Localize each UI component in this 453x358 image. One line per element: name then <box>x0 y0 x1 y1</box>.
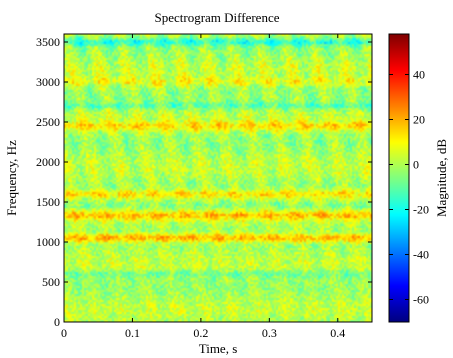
colorbar-tick-label: -60 <box>413 293 429 307</box>
x-tick-label: 0.1 <box>125 326 140 340</box>
y-tick-label: 1500 <box>36 195 60 209</box>
spectrogram-heatmap <box>64 34 372 322</box>
colorbar: 40 20 0 -20 -40 -60 <box>388 33 429 323</box>
plot-area <box>63 33 373 323</box>
x-tick-label: 0.3 <box>262 326 277 340</box>
x-tick-label: 0.4 <box>330 326 345 340</box>
colorbar-frame <box>388 33 410 323</box>
colorbar-tick-label: -20 <box>413 203 429 217</box>
x-tick-label: 0.2 <box>193 326 208 340</box>
y-tick-label: 0 <box>54 315 60 329</box>
y-axis-label: Frequency, Hz <box>4 140 19 216</box>
colorbar-tick-label: 40 <box>413 68 425 82</box>
y-tick-label: 1000 <box>36 235 60 249</box>
y-tick-label: 3000 <box>36 75 60 89</box>
y-tick-label: 2500 <box>36 115 60 129</box>
plot-frame <box>63 33 373 323</box>
colorbar-tick-label: 0 <box>413 158 419 172</box>
y-tick-label: 3500 <box>36 35 60 49</box>
colorbar-tick-label: -40 <box>413 248 429 262</box>
colorbar-label: Magnitude, dB <box>434 139 449 217</box>
y-tick-label: 2000 <box>36 155 60 169</box>
x-axis: 0 0.1 0.2 0.3 0.4 <box>61 34 345 340</box>
x-tick-label: 0 <box>61 326 67 340</box>
chart-title: Spectrogram Difference <box>154 10 279 25</box>
colorbar-gradient <box>389 34 409 322</box>
x-axis-label: Time, s <box>199 341 238 356</box>
y-axis: 0 500 1000 1500 2000 2500 3000 3500 <box>36 35 372 329</box>
y-tick-label: 500 <box>42 275 60 289</box>
colorbar-tick-label: 20 <box>413 113 425 127</box>
